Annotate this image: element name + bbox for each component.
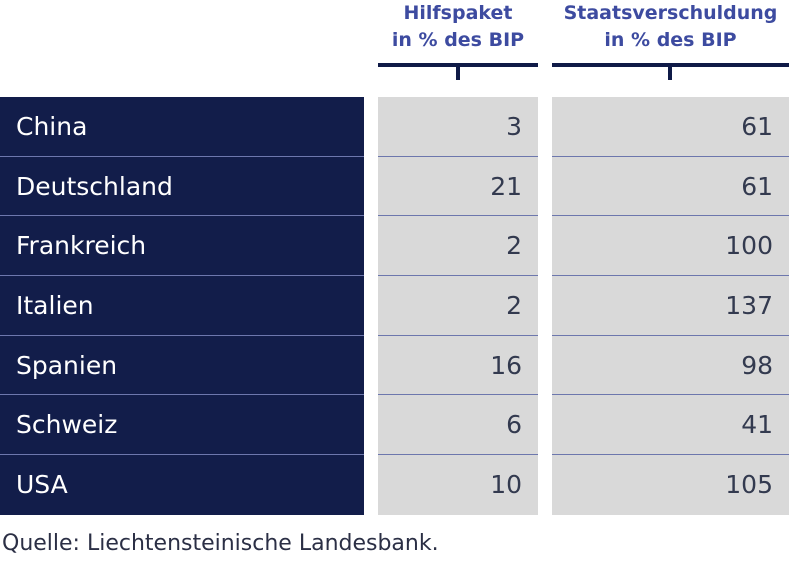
country-cell: Spanien bbox=[0, 335, 364, 396]
country-cell: Deutschland bbox=[0, 156, 364, 217]
column-header-aid-package-line1: Hilfspaket bbox=[403, 2, 513, 24]
column-header-tick-aid bbox=[456, 63, 460, 80]
debt-value-cell: 100 bbox=[552, 216, 789, 277]
table-row: Spanien 16 98 bbox=[0, 335, 789, 396]
debt-value-cell: 105 bbox=[552, 455, 789, 515]
column-header-aid-package: Hilfspaket in % des BIP bbox=[378, 0, 538, 54]
aid-value-cell: 16 bbox=[378, 335, 538, 396]
table-row: China 3 61 bbox=[0, 97, 789, 157]
debt-value-cell: 61 bbox=[552, 156, 789, 217]
table-row: Deutschland 21 61 bbox=[0, 156, 789, 217]
data-table: China 3 61 Deutschland 21 61 Frankreich … bbox=[0, 97, 789, 515]
country-cell: Italien bbox=[0, 276, 364, 336]
column-header-aid-package-line2: in % des BIP bbox=[391, 29, 525, 51]
debt-value-cell: 137 bbox=[552, 276, 789, 336]
column-header-public-debt: Staatsverschuldung in % des BIP bbox=[552, 0, 789, 54]
source-note: Quelle: Liechtensteinische Landesbank. bbox=[2, 531, 439, 556]
column-header-public-debt-line1: Staatsverschuldung bbox=[563, 2, 778, 24]
debt-value-cell: 41 bbox=[552, 395, 789, 456]
aid-value-cell: 2 bbox=[378, 276, 538, 336]
country-cell: Schweiz bbox=[0, 395, 364, 456]
aid-value-cell: 21 bbox=[378, 156, 538, 217]
aid-value-cell: 6 bbox=[378, 395, 538, 456]
aid-value-cell: 2 bbox=[378, 216, 538, 277]
country-cell: China bbox=[0, 97, 364, 157]
column-header-tick-debt bbox=[668, 63, 672, 80]
debt-value-cell: 61 bbox=[552, 97, 789, 157]
table-row: USA 10 105 bbox=[0, 455, 789, 515]
country-cell: Frankreich bbox=[0, 216, 364, 277]
debt-value-cell: 98 bbox=[552, 335, 789, 396]
country-cell: USA bbox=[0, 455, 364, 515]
column-header-public-debt-line2: in % des BIP bbox=[604, 29, 737, 51]
aid-value-cell: 10 bbox=[378, 455, 538, 515]
table-row: Italien 2 137 bbox=[0, 276, 789, 336]
aid-value-cell: 3 bbox=[378, 97, 538, 157]
table-row: Frankreich 2 100 bbox=[0, 216, 789, 277]
table-row: Schweiz 6 41 bbox=[0, 395, 789, 456]
